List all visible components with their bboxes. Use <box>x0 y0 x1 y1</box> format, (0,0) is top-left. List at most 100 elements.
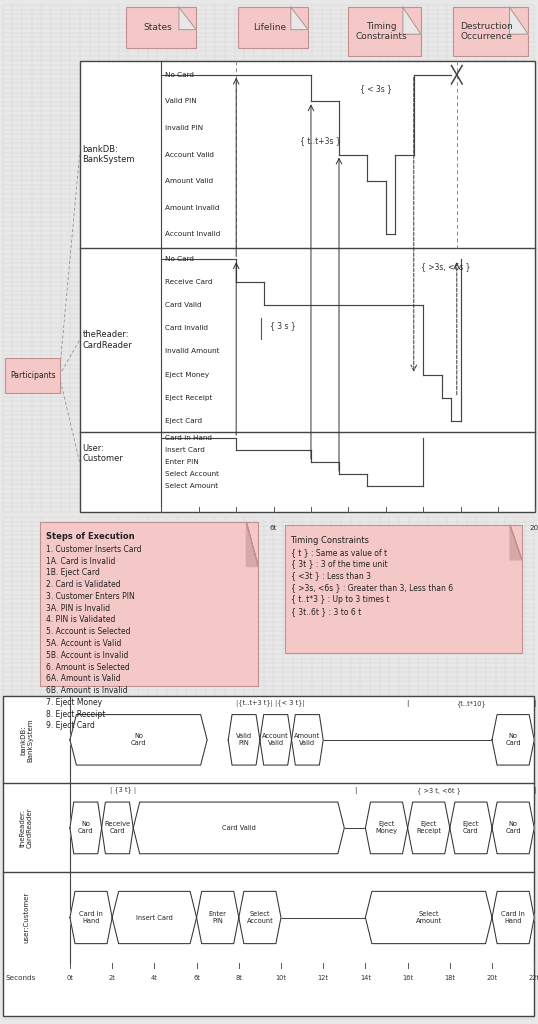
Text: Timing
Constraints: Timing Constraints <box>355 23 407 41</box>
Text: bankDB:
BankSystem: bankDB: BankSystem <box>82 145 135 164</box>
Polygon shape <box>492 891 534 944</box>
Text: Valid PIN: Valid PIN <box>165 98 196 104</box>
Text: No
Card: No Card <box>505 733 521 746</box>
FancyBboxPatch shape <box>285 525 522 653</box>
Text: Card Valid: Card Valid <box>165 302 201 308</box>
Text: 7. Eject Money: 7. Eject Money <box>46 698 102 707</box>
Text: 3A. PIN is Invalid: 3A. PIN is Invalid <box>46 604 110 612</box>
Text: No Card: No Card <box>165 256 194 262</box>
Text: 16t: 16t <box>455 525 466 531</box>
Text: Card In
Hand: Card In Hand <box>501 911 525 924</box>
Text: |: | <box>533 700 535 708</box>
Text: {t..t*10}: {t..t*10} <box>456 700 486 708</box>
Text: 8t: 8t <box>235 975 242 981</box>
Text: Amount Invalid: Amount Invalid <box>165 205 219 211</box>
Text: { 3t } : 3 of the time unit: { 3t } : 3 of the time unit <box>291 559 387 568</box>
Polygon shape <box>291 7 308 30</box>
Text: 6. Amount is Selected: 6. Amount is Selected <box>46 663 130 672</box>
Text: Account
Valid: Account Valid <box>263 733 289 746</box>
Polygon shape <box>246 522 258 566</box>
Text: Card In
Hand: Card In Hand <box>79 911 103 924</box>
Polygon shape <box>70 715 207 765</box>
Text: 2. Card is Validated: 2. Card is Validated <box>46 580 121 589</box>
Text: 1A. Card is Invalid: 1A. Card is Invalid <box>46 557 115 565</box>
Text: 2t: 2t <box>195 525 202 531</box>
Text: Destruction
Occurrence: Destruction Occurrence <box>461 23 513 41</box>
Text: Eject Money: Eject Money <box>165 372 209 378</box>
Text: { 3t..6t } : 3 to 6 t: { 3t..6t } : 3 to 6 t <box>291 606 361 615</box>
Text: 6t: 6t <box>270 525 277 531</box>
Text: Enter PIN: Enter PIN <box>165 459 199 465</box>
Polygon shape <box>133 802 344 854</box>
Text: 8. Eject Receipt: 8. Eject Receipt <box>46 710 105 719</box>
Text: Amount Valid: Amount Valid <box>165 178 213 184</box>
Text: Card Invalid: Card Invalid <box>165 326 208 332</box>
Text: Card Valid: Card Valid <box>222 825 256 830</box>
Text: bankDB:
BankSystem: bankDB: BankSystem <box>20 718 33 762</box>
Polygon shape <box>365 802 408 854</box>
FancyBboxPatch shape <box>453 7 528 56</box>
Text: States: States <box>144 24 172 32</box>
Text: 2t: 2t <box>109 975 116 981</box>
Text: Account Invalid: Account Invalid <box>165 231 220 238</box>
FancyBboxPatch shape <box>40 522 258 686</box>
Polygon shape <box>239 891 281 944</box>
FancyBboxPatch shape <box>5 358 60 393</box>
Text: 5. Account is Selected: 5. Account is Selected <box>46 627 130 636</box>
Text: Invalid Amount: Invalid Amount <box>165 348 219 354</box>
Text: Eject Card: Eject Card <box>165 418 202 424</box>
Text: |{t..t+3 t}| |{< 3 t}|: |{t..t+3 t}| |{< 3 t}| <box>236 700 305 708</box>
Text: Insert Card: Insert Card <box>165 446 204 453</box>
Polygon shape <box>492 802 534 854</box>
Text: 18t: 18t <box>444 975 455 981</box>
Polygon shape <box>509 7 528 34</box>
Text: Eject
Receipt: Eject Receipt <box>416 821 441 835</box>
Text: Select Account: Select Account <box>165 471 218 477</box>
Text: { t } : Same as value of t: { t } : Same as value of t <box>291 548 387 557</box>
Text: 18t: 18t <box>492 525 504 531</box>
Text: Valid
PIN: Valid PIN <box>236 733 252 746</box>
FancyBboxPatch shape <box>126 7 196 48</box>
Text: { <3t } : Less than 3: { <3t } : Less than 3 <box>291 571 371 581</box>
Polygon shape <box>450 802 492 854</box>
FancyBboxPatch shape <box>238 7 308 48</box>
Text: seconds: seconds <box>82 525 113 535</box>
Text: Card In Hand: Card In Hand <box>165 435 211 441</box>
Text: Lifeline: Lifeline <box>253 24 286 32</box>
Text: Eject
Card: Eject Card <box>463 821 479 835</box>
Text: user:Customer: user:Customer <box>24 892 30 943</box>
Text: 6B. Amount is Invalid: 6B. Amount is Invalid <box>46 686 128 695</box>
Polygon shape <box>112 891 196 944</box>
Text: Enter
PIN: Enter PIN <box>209 911 226 924</box>
Text: No
Card: No Card <box>505 821 521 835</box>
FancyBboxPatch shape <box>348 7 421 56</box>
Text: User:
Customer: User: Customer <box>82 444 123 463</box>
Polygon shape <box>492 715 534 765</box>
Text: 1B. Eject Card: 1B. Eject Card <box>46 568 100 578</box>
Text: Receive Card: Receive Card <box>165 280 212 286</box>
Text: Insert Card: Insert Card <box>136 914 173 921</box>
Text: 0t: 0t <box>67 975 73 981</box>
Text: 12t: 12t <box>318 975 329 981</box>
Text: Invalid PIN: Invalid PIN <box>165 125 203 131</box>
Text: 5A. Account is Valid: 5A. Account is Valid <box>46 639 121 648</box>
Text: 8t: 8t <box>307 525 315 531</box>
Text: theReader:
CardReader: theReader: CardReader <box>82 331 132 349</box>
Text: 4t: 4t <box>151 975 158 981</box>
Text: { 3 s }: { 3 s } <box>270 321 295 330</box>
Text: 6t: 6t <box>193 975 200 981</box>
Polygon shape <box>70 802 102 854</box>
Text: 22t: 22t <box>529 975 538 981</box>
Text: 10t: 10t <box>275 975 286 981</box>
Text: { >3s, <6s }: { >3s, <6s } <box>421 262 470 271</box>
Text: 4t: 4t <box>232 525 240 531</box>
Polygon shape <box>260 715 292 765</box>
Polygon shape <box>510 525 522 560</box>
Text: Select
Account: Select Account <box>246 911 273 924</box>
Text: Steps of Execution: Steps of Execution <box>46 532 134 542</box>
Text: 6A. Amount is Valid: 6A. Amount is Valid <box>46 675 121 683</box>
Text: 14t: 14t <box>417 525 429 531</box>
Text: 16t: 16t <box>402 975 413 981</box>
Text: Select Amount: Select Amount <box>165 482 218 488</box>
Bar <box>80 61 535 512</box>
